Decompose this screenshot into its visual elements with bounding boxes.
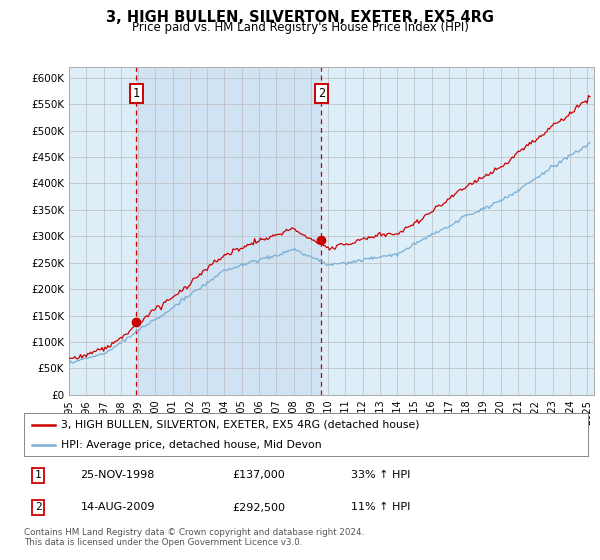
Text: 3, HIGH BULLEN, SILVERTON, EXETER, EX5 4RG (detached house): 3, HIGH BULLEN, SILVERTON, EXETER, EX5 4… <box>61 419 419 430</box>
Text: 3, HIGH BULLEN, SILVERTON, EXETER, EX5 4RG: 3, HIGH BULLEN, SILVERTON, EXETER, EX5 4… <box>106 10 494 25</box>
Text: HPI: Average price, detached house, Mid Devon: HPI: Average price, detached house, Mid … <box>61 440 321 450</box>
Text: 33% ↑ HPI: 33% ↑ HPI <box>351 470 410 480</box>
Text: 2: 2 <box>35 502 41 512</box>
Text: £292,500: £292,500 <box>233 502 286 512</box>
Text: Contains HM Land Registry data © Crown copyright and database right 2024.
This d: Contains HM Land Registry data © Crown c… <box>24 528 364 548</box>
Bar <box>136 67 322 395</box>
Text: 25-NOV-1998: 25-NOV-1998 <box>80 470 155 480</box>
Text: 1: 1 <box>133 87 140 100</box>
Text: 1: 1 <box>35 470 41 480</box>
Text: Price paid vs. HM Land Registry's House Price Index (HPI): Price paid vs. HM Land Registry's House … <box>131 21 469 34</box>
Text: 14-AUG-2009: 14-AUG-2009 <box>80 502 155 512</box>
Text: £137,000: £137,000 <box>233 470 286 480</box>
Text: 2: 2 <box>318 87 325 100</box>
Text: 11% ↑ HPI: 11% ↑ HPI <box>351 502 410 512</box>
